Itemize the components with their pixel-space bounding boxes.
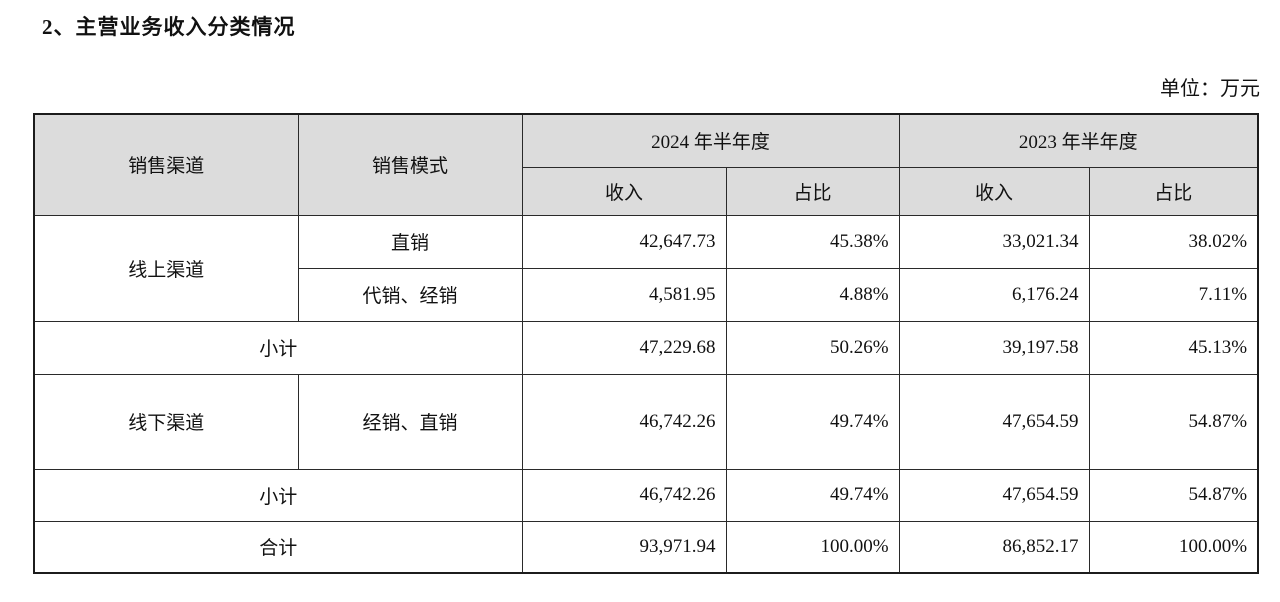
row-online-direct: 线上渠道 直销 42,647.73 45.38% 33,021.34 38.02… <box>33 214 1259 322</box>
row-offline-subtotal: 小计 46,742.26 49.74% 47,654.59 54.87% <box>33 468 1259 522</box>
cell-rev-2023: 47,654.59 <box>898 468 1090 522</box>
unit-label: 单位：万元 <box>1160 78 1260 100</box>
cell-pct-2023: 100.00% <box>1088 520 1259 574</box>
cell-rev-2023: 6,176.24 <box>898 267 1090 322</box>
cell-rev-2023: 33,021.34 <box>898 214 1090 269</box>
cell-mode-offline: 经销、直销 <box>297 373 523 470</box>
cell-channel-offline: 线下渠道 <box>33 373 299 470</box>
cell-pct-2023: 45.13% <box>1088 320 1259 375</box>
cell-mode-agency: 代销、经销 <box>297 267 523 322</box>
cell-pct-2023: 7.11% <box>1088 267 1259 322</box>
cell-rev-2024: 46,742.26 <box>521 373 727 470</box>
cell-pct-2024: 49.74% <box>725 468 900 522</box>
table-body: 线上渠道 直销 42,647.73 45.38% 33,021.34 38.02… <box>33 214 1259 574</box>
header-period-2023: 2023 年半年度 <box>898 113 1259 168</box>
cell-pct-2024: 50.26% <box>725 320 900 375</box>
cell-pct-2023: 54.87% <box>1088 373 1259 470</box>
header-sales-channel: 销售渠道 <box>33 113 299 216</box>
table-header: 销售渠道 销售模式 2024 年半年度 2023 年半年度 收入 占比 收入 占… <box>33 113 1259 216</box>
cell-subtotal-label: 小计 <box>33 468 523 522</box>
row-online-subtotal: 小计 47,229.68 50.26% 39,197.58 45.13% <box>33 320 1259 375</box>
header-share-2024: 占比 <box>725 166 900 216</box>
cell-pct-2024: 4.88% <box>725 267 900 322</box>
cell-subtotal-label: 小计 <box>33 320 523 375</box>
cell-total-label: 合计 <box>33 520 523 574</box>
cell-rev-2024: 47,229.68 <box>521 320 727 375</box>
cell-rev-2024: 4,581.95 <box>521 267 727 322</box>
row-offline: 线下渠道 经销、直销 46,742.26 49.74% 47,654.59 54… <box>33 373 1259 470</box>
section-title: 2、主营业务收入分类情况 <box>42 15 296 39</box>
cell-rev-2023: 47,654.59 <box>898 373 1090 470</box>
cell-pct-2024: 49.74% <box>725 373 900 470</box>
cell-rev-2023: 86,852.17 <box>898 520 1090 574</box>
cell-rev-2023: 39,197.58 <box>898 320 1090 375</box>
header-row-metrics: 收入 占比 收入 占比 <box>34 166 1259 216</box>
cell-pct-2024: 100.00% <box>725 520 900 574</box>
cell-rev-2024: 93,971.94 <box>521 520 727 574</box>
cell-pct-2023: 38.02% <box>1088 214 1259 269</box>
header-share-2023: 占比 <box>1088 166 1259 216</box>
header-period-2024: 2024 年半年度 <box>521 113 900 168</box>
cell-rev-2024: 42,647.73 <box>521 214 727 269</box>
cell-pct-2024: 45.38% <box>725 214 900 269</box>
cell-rev-2024: 46,742.26 <box>521 468 727 522</box>
header-revenue-2024: 收入 <box>521 166 727 216</box>
revenue-classification-table: 销售渠道 销售模式 2024 年半年度 2023 年半年度 收入 占比 收入 占… <box>33 113 1260 574</box>
row-online-agency: 代销、经销 4,581.95 4.88% 6,176.24 7.11% <box>34 267 1259 322</box>
cell-pct-2023: 54.87% <box>1088 468 1259 522</box>
header-revenue-2023: 收入 <box>898 166 1090 216</box>
header-sales-mode: 销售模式 <box>297 113 523 216</box>
cell-mode-direct: 直销 <box>297 214 523 269</box>
row-grand-total: 合计 93,971.94 100.00% 86,852.17 100.00% <box>33 520 1259 574</box>
header-row-periods: 销售渠道 销售模式 2024 年半年度 2023 年半年度 <box>33 113 1259 216</box>
cell-channel-online: 线上渠道 <box>33 214 299 322</box>
